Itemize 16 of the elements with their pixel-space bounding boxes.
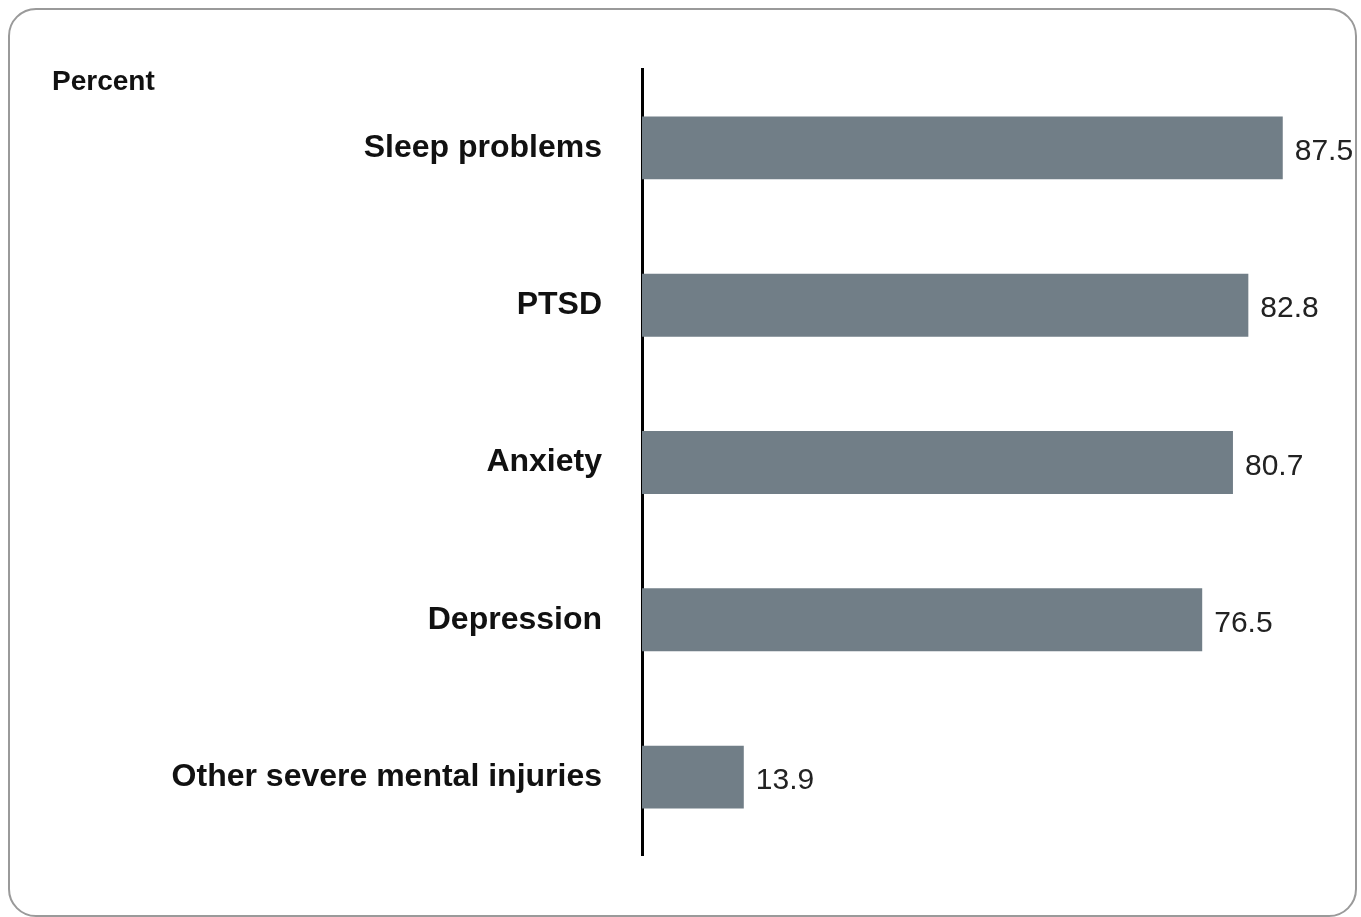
y-tick-label: Sleep problems (363, 127, 602, 164)
bar (642, 431, 1233, 494)
data-label: 80.7 (1244, 447, 1304, 481)
y-tick-label: Depression (427, 599, 602, 636)
data-label: 82.8 (1260, 290, 1319, 324)
bar (642, 588, 1203, 652)
bar (642, 116, 1283, 180)
y-tick-label: Anxiety (486, 442, 603, 479)
data-label: 13.9 (755, 762, 815, 796)
bar (642, 745, 744, 809)
y-tick-label: PTSD (516, 285, 602, 322)
data-label: 87.5 (1294, 133, 1354, 167)
data-label: 76.5 (1214, 605, 1273, 639)
text: Percent (52, 65, 155, 97)
bar (642, 273, 1249, 337)
y-tick-label: Other severe mental injuries (171, 756, 602, 793)
